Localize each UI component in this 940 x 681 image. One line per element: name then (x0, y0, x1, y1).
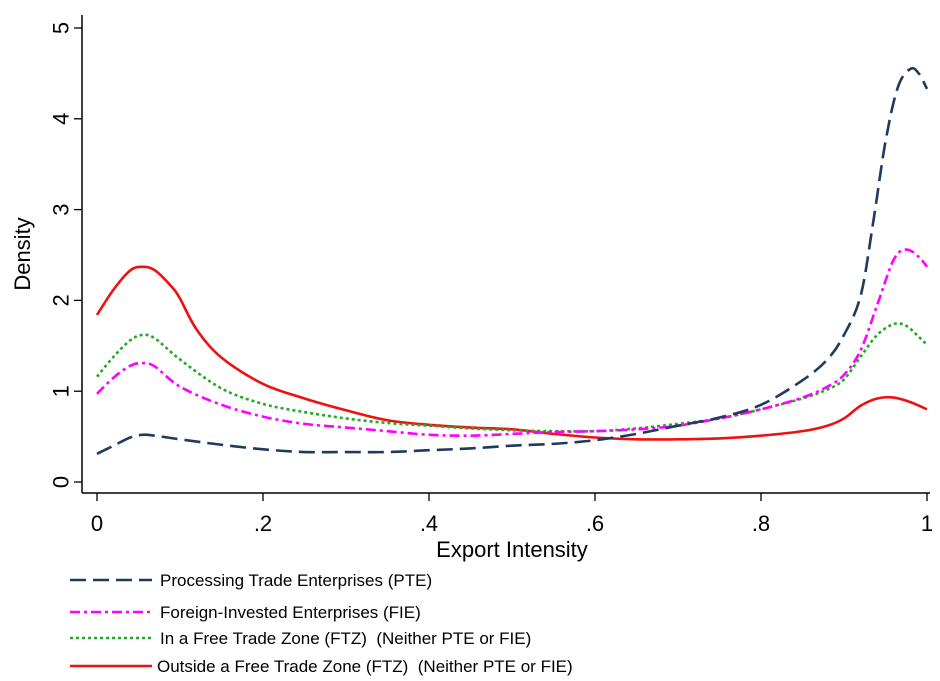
x-tick-label: 1 (921, 511, 933, 536)
x-tick-label: .6 (586, 511, 604, 536)
axes (81, 15, 930, 494)
series-line-fie (96, 248, 929, 438)
y-tick-label: 5 (49, 22, 74, 34)
series-line-ftz (96, 322, 928, 433)
x-tick-label: 0 (91, 511, 103, 536)
legend-label: Foreign-Invested Enterprises (FIE) (160, 603, 421, 622)
x-tick-label: .2 (254, 511, 272, 536)
y-tick-label: 3 (49, 203, 74, 215)
series-line-outside-ftz (95, 265, 928, 441)
x-tick-label: .4 (420, 511, 438, 536)
legend: Processing Trade Enterprises (PTE) Foreig… (70, 571, 573, 676)
y-tick-label: 0 (49, 476, 74, 488)
legend-label: Processing Trade Enterprises (PTE) (160, 571, 432, 590)
legend-label: In a Free Trade Zone (FTZ) (Neither PTE … (160, 629, 531, 648)
series-line-pte (96, 66, 929, 456)
series-layer (95, 66, 929, 456)
y-tick-label: 1 (49, 385, 74, 397)
x-tick-label: .8 (752, 511, 770, 536)
y-tick-label: 2 (49, 294, 74, 306)
y-ticks: 0 1 2 3 4 5 (49, 22, 82, 488)
x-ticks: 0 .2 .4 .6 .8 1 (91, 493, 933, 536)
y-axis-title: Density (10, 217, 35, 290)
y-tick-label: 4 (49, 113, 74, 125)
x-axis-title: Export Intensity (436, 537, 588, 562)
legend-label: Outside a Free Trade Zone (FTZ) (Neither… (157, 657, 573, 676)
